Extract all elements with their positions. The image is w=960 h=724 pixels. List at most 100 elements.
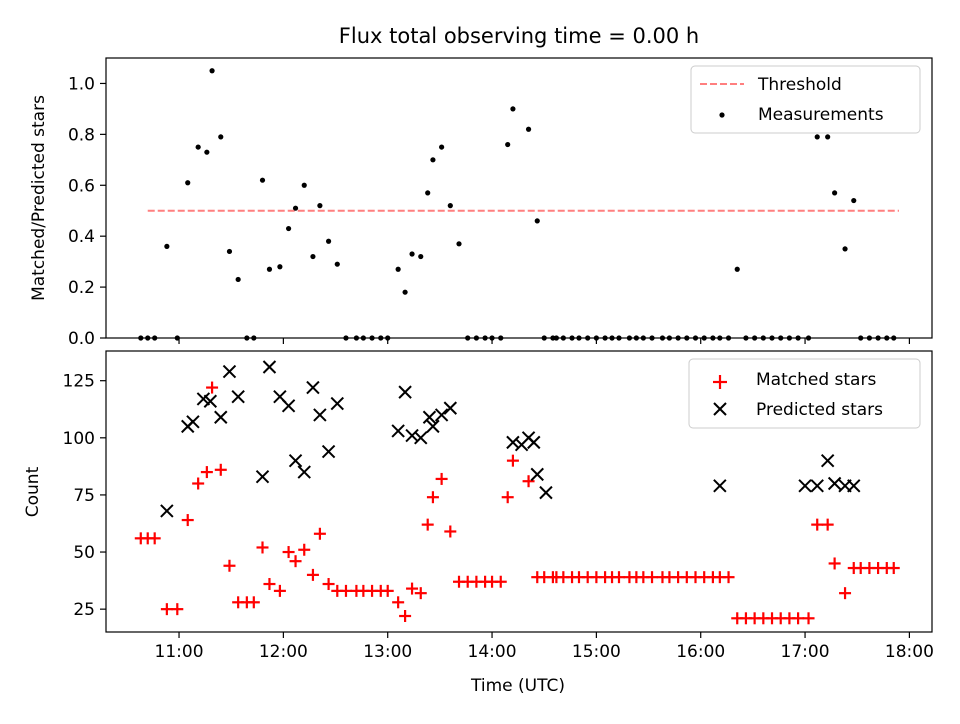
predicted-star-point	[222, 364, 237, 379]
measurement-point	[259, 177, 266, 183]
legend-threshold-label: Threshold	[757, 75, 842, 95]
matched-star-point	[200, 466, 213, 479]
top-axes-frame	[105, 57, 933, 339]
measurement-point	[534, 218, 540, 224]
predicted-star-point	[820, 453, 835, 468]
bottom-y-tick-label: 25	[73, 600, 95, 620]
matched-star-point	[392, 596, 405, 609]
measurement-point	[832, 190, 838, 196]
matched-star-point	[426, 491, 439, 504]
legend-predicted-marker	[713, 402, 727, 416]
top-x-ticks	[178, 338, 910, 344]
predicted-star-point	[255, 469, 270, 484]
top-y-axis-label: Matched/Predicted stars	[29, 95, 49, 301]
predicted-star-point	[798, 479, 812, 493]
predicted-star-point	[443, 401, 458, 415]
matched-star-point	[263, 578, 276, 591]
x-tick-label: 14:00	[468, 642, 517, 662]
top-legend-box	[690, 65, 921, 134]
matched-star-point	[421, 518, 434, 531]
bottom-axes-frame	[105, 350, 933, 633]
x-tick-label: 12:00	[259, 642, 308, 662]
measurement-point	[814, 134, 820, 140]
predicted-star-point	[434, 408, 449, 422]
measurement-point	[525, 126, 532, 132]
bottom-legend-box	[688, 358, 921, 429]
predicted-star-point	[288, 453, 303, 468]
matched-star-point	[722, 571, 735, 584]
x-tick-label: 15:00	[572, 642, 621, 662]
measurement-point	[505, 141, 511, 148]
bottom-plot-marks	[134, 360, 900, 625]
matched-star-point	[414, 587, 427, 600]
matched-star-point	[206, 381, 219, 394]
matched-star-point	[273, 584, 286, 597]
measurement-point	[209, 68, 215, 74]
matched-star-point	[192, 477, 205, 490]
predicted-star-point	[713, 479, 727, 493]
top-y-tick-label: 0.4	[68, 227, 95, 247]
measurement-point	[334, 261, 340, 267]
predicted-star-point	[214, 410, 228, 424]
matched-star-point	[298, 543, 311, 556]
matched-star-point	[322, 578, 335, 591]
measurement-point	[185, 180, 191, 186]
legend-measurements-label: Measurements	[758, 105, 884, 125]
predicted-star-point	[203, 394, 218, 408]
x-tick-label: 13:00	[363, 642, 412, 662]
predicted-star-point	[847, 479, 861, 493]
measurement-point	[164, 243, 170, 249]
measurement-point	[825, 134, 831, 140]
top-y-tick-label: 0.2	[68, 278, 95, 298]
matched-star-point	[501, 491, 514, 504]
matched-star-point	[256, 541, 269, 554]
top-y-axis: 0.0 0.2 0.4 0.6 0.8 1.0	[68, 74, 106, 349]
matched-star-point	[306, 568, 319, 581]
predicted-star-point	[414, 431, 428, 445]
measurement-point	[266, 266, 273, 272]
predicted-star-point	[321, 444, 336, 459]
predicted-star-point	[330, 396, 344, 411]
predicted-star-point	[827, 476, 842, 491]
predicted-star-point	[160, 504, 174, 518]
measurement-point	[447, 203, 453, 209]
matched-star-point	[444, 525, 457, 538]
legend-measurements-marker	[719, 112, 725, 118]
measurement-point	[395, 266, 401, 272]
legend-predicted-label: Predicted stars	[756, 400, 883, 420]
predicted-star-point	[306, 380, 320, 395]
matched-star-point	[282, 546, 295, 559]
measurement-point	[277, 264, 283, 270]
measurement-point	[439, 144, 445, 150]
x-tick-label: 16:00	[676, 642, 725, 662]
x-tick-label: 18:00	[885, 642, 934, 662]
predicted-star-point	[506, 435, 520, 450]
bottom-y-axis: 25 50 75 100 125	[63, 372, 106, 620]
predicted-star-point	[231, 389, 245, 404]
measurement-point	[317, 203, 323, 209]
measurement-point	[430, 157, 436, 163]
predicted-star-point	[297, 465, 311, 479]
predicted-star-point	[186, 415, 200, 429]
matched-star-point	[148, 532, 161, 545]
top-y-tick-label: 1.0	[68, 74, 95, 94]
predicted-star-point	[810, 479, 824, 493]
matched-star-point	[612, 571, 625, 584]
predicted-star-point	[530, 467, 544, 482]
predicted-star-point	[313, 408, 327, 422]
measurement-point	[510, 106, 516, 112]
matched-star-point	[223, 559, 236, 572]
bottom-y-tick-label: 75	[73, 486, 95, 506]
bottom-legend: Matched stars Predicted stars	[688, 358, 921, 429]
matched-star-point	[435, 472, 448, 485]
measurement-point	[292, 205, 299, 211]
predicted-star-point	[539, 485, 553, 500]
legend-matched-label: Matched stars	[756, 370, 876, 390]
x-tick-label: 11:00	[155, 642, 204, 662]
predicted-star-point	[527, 435, 541, 450]
matched-star-point	[406, 582, 419, 595]
matched-star-point	[506, 454, 519, 467]
measurement-point	[402, 289, 408, 295]
predicted-star-point	[262, 360, 277, 374]
matched-star-point	[802, 612, 815, 625]
